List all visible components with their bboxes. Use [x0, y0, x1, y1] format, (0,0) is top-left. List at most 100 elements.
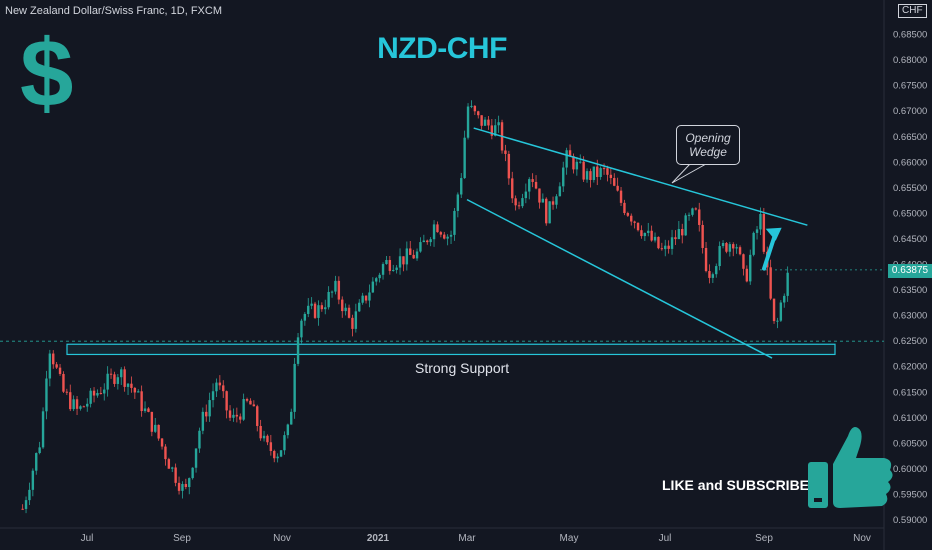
candle-body: [633, 221, 636, 223]
candle-body: [477, 111, 480, 116]
y-tick-label: 0.66000: [893, 157, 927, 168]
candle-body: [718, 246, 721, 267]
candle-body: [701, 224, 704, 248]
candle-body: [599, 168, 602, 177]
chart-title: NZD-CHF: [377, 32, 507, 65]
candle-body: [86, 403, 89, 407]
like-subscribe-label: LIKE and SUBSCRIBE: [662, 477, 810, 493]
candle-body: [235, 414, 239, 417]
dollar-sign-icon: $: [20, 20, 74, 127]
candle-body: [62, 373, 65, 392]
candle-body: [759, 213, 762, 230]
x-tick-label: Jul: [81, 533, 94, 544]
candle-body: [388, 259, 392, 271]
candle-body: [490, 125, 494, 136]
candle-body: [211, 391, 215, 401]
y-tick-label: 0.59000: [893, 515, 927, 526]
wedge-callout-pointer: [671, 163, 707, 184]
candle-body: [232, 414, 235, 418]
wedge-lower-line: [466, 198, 773, 359]
candle-body: [677, 229, 681, 240]
candle-body: [252, 404, 256, 407]
candle-body: [674, 237, 677, 240]
candle-body: [96, 393, 99, 396]
candle-body: [286, 424, 290, 436]
candle-body: [453, 210, 456, 235]
candle-body: [126, 383, 130, 387]
candle-body: [310, 303, 313, 306]
candle-body: [215, 382, 218, 392]
candle-body: [402, 256, 405, 265]
candle-body: [92, 390, 96, 396]
candle-body: [249, 400, 252, 405]
y-tick-label: 0.59500: [893, 489, 927, 500]
candle-body: [728, 244, 732, 252]
candle-body: [31, 470, 35, 490]
candle-body: [320, 305, 324, 310]
candle-body: [623, 202, 626, 214]
candle-body: [218, 382, 222, 386]
candle-body: [514, 198, 517, 206]
y-tick-label: 0.67500: [893, 81, 927, 92]
candle-body: [354, 311, 358, 329]
candle-body: [45, 378, 48, 412]
candle-body: [160, 438, 164, 447]
candle-body: [303, 313, 307, 321]
candle-body: [521, 198, 524, 207]
candle-body: [113, 374, 116, 384]
candle-body: [368, 292, 371, 301]
candle-body: [296, 337, 300, 364]
y-tick-label: 0.62000: [893, 362, 927, 373]
candle-body: [35, 453, 38, 471]
candle-body: [317, 305, 320, 318]
x-tick-label: Nov: [273, 533, 291, 544]
thumbs-up-icon: [808, 427, 893, 508]
candle-body: [664, 245, 667, 250]
candle-body: [647, 230, 650, 233]
candle-body: [507, 153, 511, 179]
candle-body: [188, 478, 191, 488]
candle-body: [667, 245, 670, 249]
symbol-description[interactable]: New Zealand Dollar/Swiss Franc, 1D, FXCM: [5, 5, 223, 17]
x-tick-label: 2021: [367, 533, 390, 544]
candle-body: [103, 389, 106, 394]
candle-body: [89, 390, 92, 404]
x-tick-label: Sep: [755, 533, 773, 544]
candle-body: [592, 166, 596, 180]
candle-body: [548, 201, 551, 224]
candle-body: [239, 416, 242, 420]
projection-arrow-shaft: [762, 230, 778, 271]
candle-body: [786, 272, 789, 296]
candle-body: [341, 299, 344, 312]
candle-body: [262, 435, 266, 439]
candle-body: [109, 373, 113, 375]
y-tick-label: 0.63500: [893, 285, 927, 296]
currency-badge[interactable]: CHF: [898, 4, 927, 18]
candle-body: [290, 411, 293, 425]
candle-body: [755, 229, 759, 233]
candle-body: [449, 234, 453, 237]
candle-body: [55, 364, 58, 368]
candle-body: [762, 213, 766, 252]
candle-body: [572, 156, 575, 170]
candle-body: [222, 385, 225, 392]
candle-body: [398, 256, 402, 268]
candle-body: [653, 236, 657, 241]
candle-body: [69, 392, 72, 410]
candle-body: [52, 353, 55, 365]
candle-body: [147, 408, 150, 412]
candle-body: [657, 236, 660, 249]
y-tick-label: 0.60000: [893, 464, 927, 475]
y-tick-label: 0.62500: [893, 336, 927, 347]
candle-body: [79, 406, 82, 409]
candle-body: [150, 411, 154, 432]
candle-body: [463, 137, 466, 179]
candle-body: [225, 391, 228, 411]
candle-body: [157, 424, 160, 439]
wedge-callout-line2: Wedge: [689, 145, 727, 159]
candle-body: [171, 467, 174, 469]
wedge-upper-line: [473, 127, 808, 226]
candle-body: [555, 196, 558, 205]
candle-body: [337, 280, 341, 300]
